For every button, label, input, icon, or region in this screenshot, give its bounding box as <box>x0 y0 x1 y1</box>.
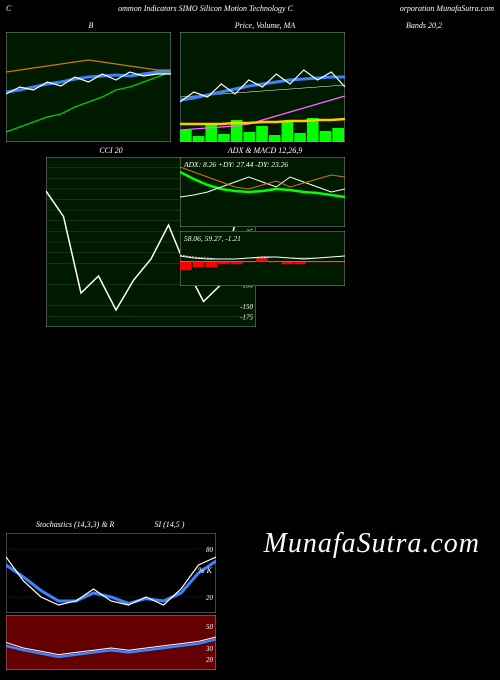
svg-text:20: 20 <box>206 656 214 664</box>
bbands-chart <box>6 32 171 142</box>
rsi-title: SI (14,5 ) <box>154 520 184 529</box>
top-grid: B Price, Volume, MA Bands 20,2 CCI 20 17… <box>0 17 500 331</box>
hdr-left: C <box>6 4 11 13</box>
bands-label: Bands 20,2 <box>354 21 494 30</box>
svg-text:80: 80 <box>206 546 214 554</box>
watermark: MunafaSutra.com <box>264 528 480 560</box>
price-title: Price, Volume, MA <box>180 21 350 30</box>
rsi-chart: 50 30 20 <box>6 615 216 670</box>
adx-title: ADX & MACD 12,26,9 <box>180 146 350 155</box>
stoch-chart: 80 20 % K <box>6 533 216 613</box>
adx-macd-panel: ADX & MACD 12,26,9 ADX: 8.26 +DY: 27.44 … <box>180 146 350 327</box>
bottom-row: Stochastics (14,3,3) & R SI (14,5 ) 80 20… <box>6 520 216 670</box>
adx-chart: ADX: 8.26 +DY: 27.44 -DY: 23.26 <box>180 157 345 227</box>
svg-text:58.06, 59.27, -1.21: 58.06, 59.27, -1.21 <box>184 234 241 243</box>
bbands-title: B <box>6 21 176 30</box>
svg-text:20: 20 <box>206 594 214 602</box>
svg-text:30: 30 <box>205 645 214 653</box>
cci-panel: CCI 20 1751501251007550250-25-50-100-150… <box>46 146 176 327</box>
header: C ommon Indicators SIMO Silicon Motion T… <box>0 0 500 17</box>
hdr-mid: ommon Indicators SIMO Silicon Motion Tec… <box>118 4 293 13</box>
svg-text:50: 50 <box>206 623 214 631</box>
bands-label-panel: Bands 20,2 <box>354 21 494 142</box>
svg-text:% K: % K <box>198 566 213 575</box>
svg-text:ADX: 8.26 +DY: 27.44 -DY:: ADX: 8.26 +DY: 27.44 -DY: 23.26 <box>183 160 288 169</box>
cci-title: CCI 20 <box>46 146 176 155</box>
price-panel: Price, Volume, MA <box>180 21 350 142</box>
macd-chart: 58.06, 59.27, -1.21 <box>180 231 345 286</box>
hdr-right: orporation MunafaSutra.com <box>400 4 494 13</box>
price-chart <box>180 32 345 142</box>
stoch-title: Stochastics (14,3,3) & R <box>36 520 114 529</box>
bbands-panel: B <box>6 21 176 142</box>
